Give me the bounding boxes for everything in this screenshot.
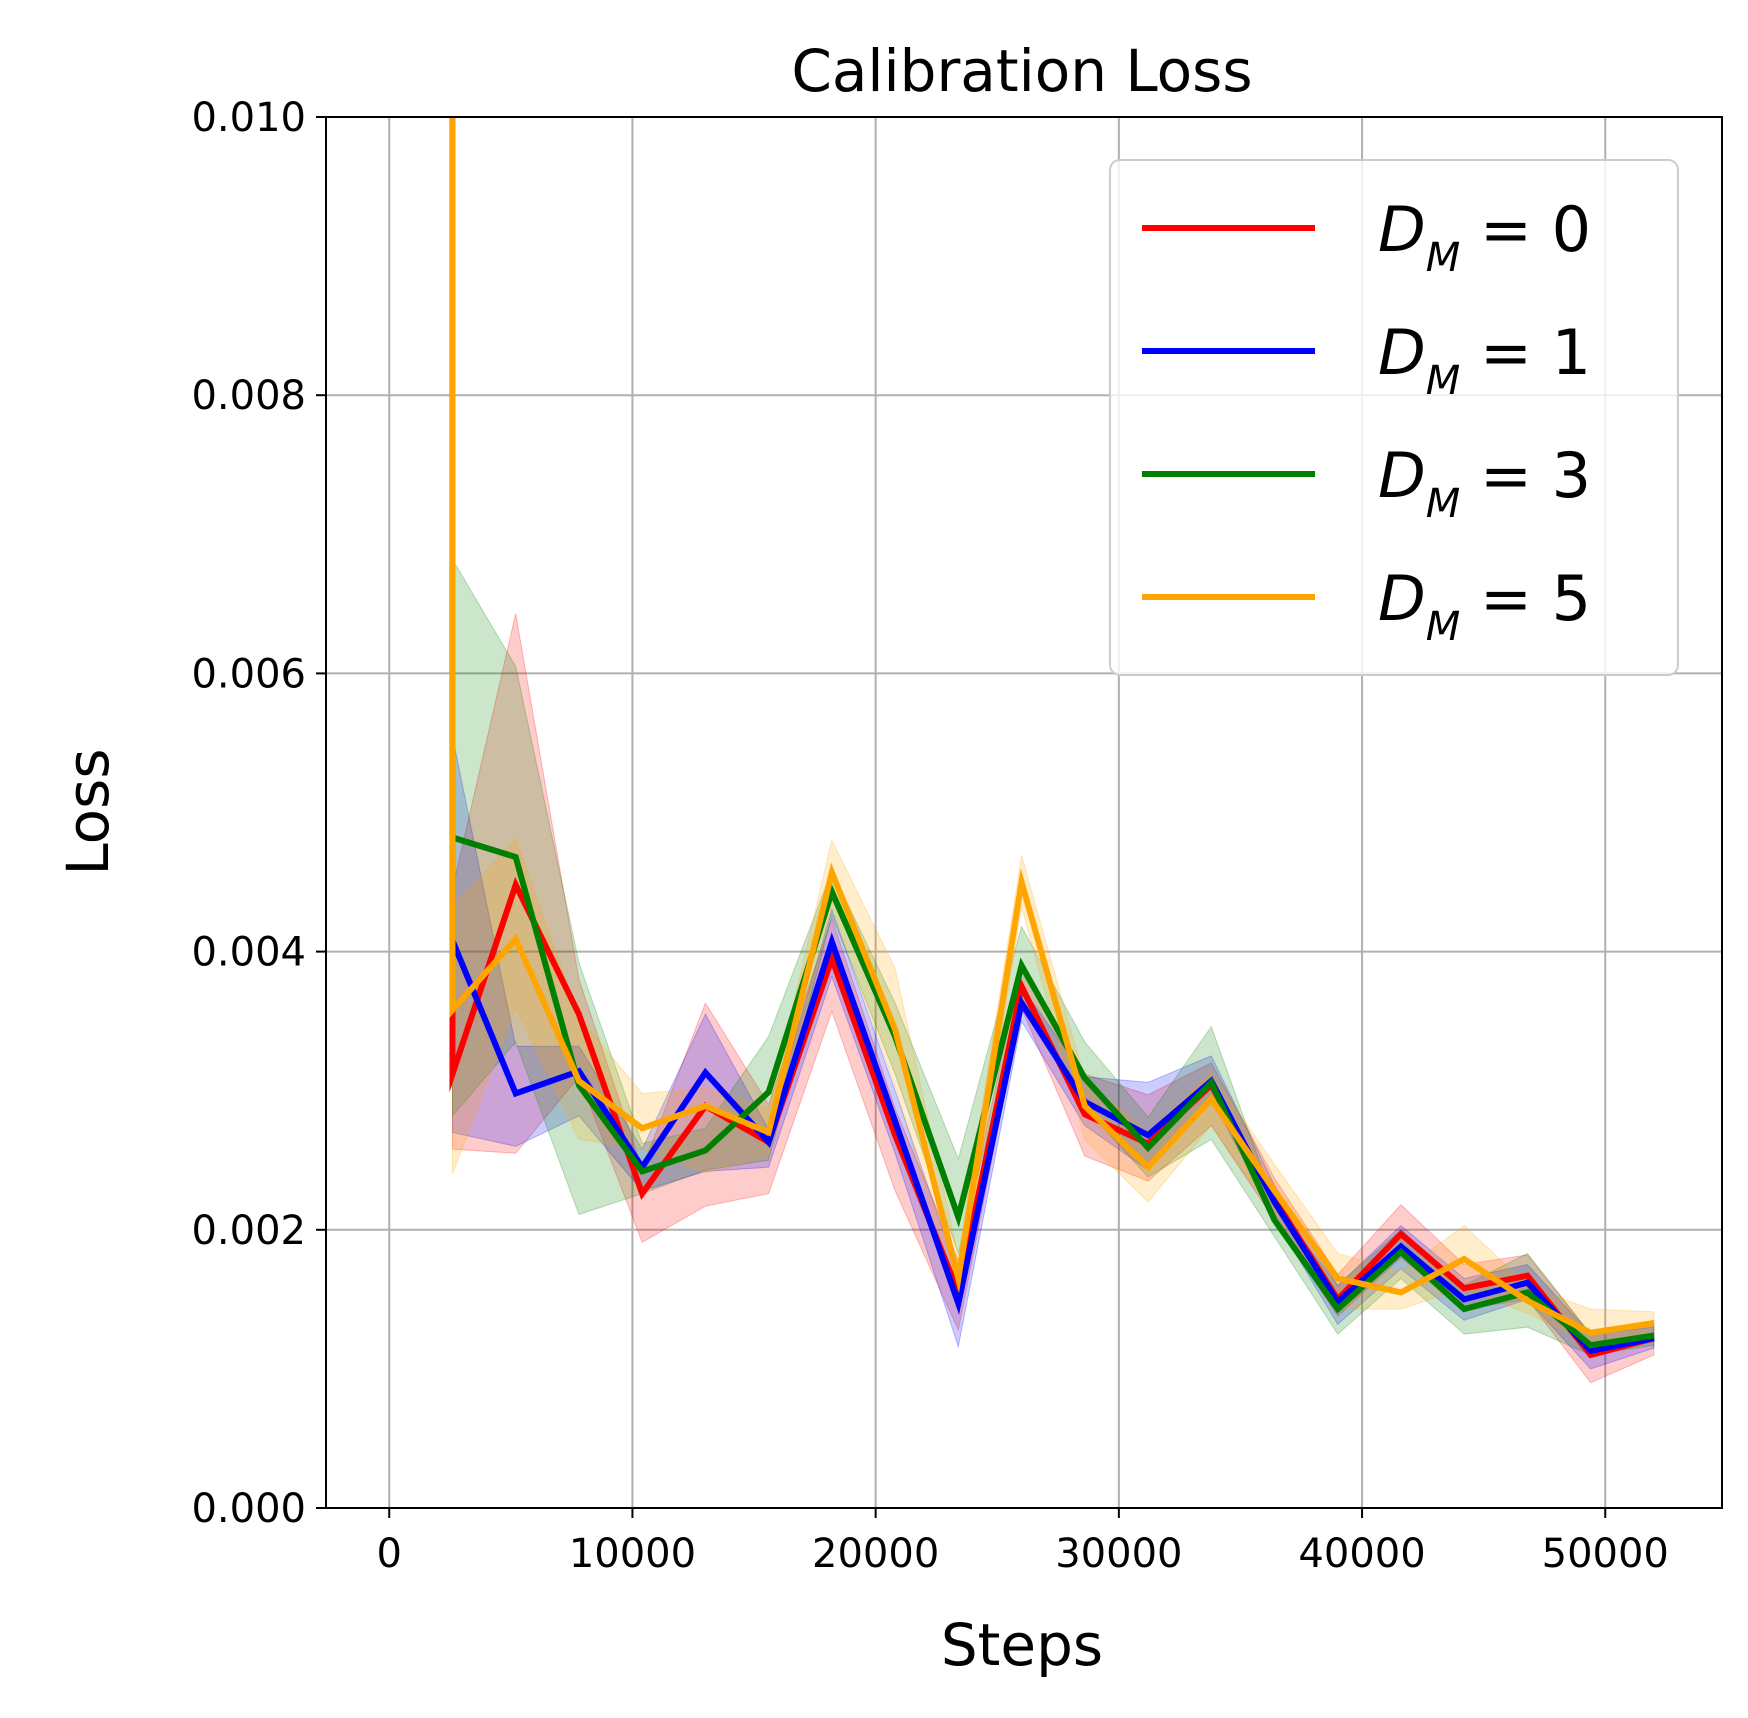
y-tick-label: 0.010 — [191, 95, 306, 141]
x-tick-label: 0 — [377, 1531, 402, 1577]
chart-title: Calibration Loss — [791, 37, 1252, 105]
x-axis: 0 10000 20000 30000 40000 50000 — [377, 1508, 1669, 1577]
y-tick-label: 0.002 — [191, 1208, 306, 1254]
legend-label-d-m-5: DM = 5 — [1378, 562, 1591, 650]
y-tick-label: 0.006 — [191, 651, 306, 697]
band-d-m-0 — [451, 613, 1655, 1384]
plot-frame — [325, 116, 1723, 1509]
y-tick-label: 0.000 — [191, 1486, 306, 1532]
x-tick-label: 10000 — [569, 1531, 696, 1577]
y-tick-label: 0.008 — [191, 373, 306, 419]
band-d-m-3 — [451, 557, 1655, 1356]
x-tick-label: 40000 — [1298, 1531, 1425, 1577]
legend-label-d-m-1: DM = 1 — [1378, 316, 1591, 404]
y-tick-label: 0.004 — [191, 930, 306, 976]
x-axis-label: Steps — [941, 1611, 1103, 1679]
x-tick-label: 20000 — [812, 1531, 939, 1577]
series-lines — [449, 117, 1655, 1359]
legend: DM = 0 DM = 1 DM = 3 DM = 5 — [1109, 159, 1679, 676]
y-axis: 0.000 0.002 0.004 0.006 0.008 0.010 — [191, 95, 326, 1532]
y-axis-label: Loss — [54, 748, 122, 875]
legend-label-d-m-0: DM = 0 — [1378, 193, 1591, 281]
x-tick-label: 30000 — [1055, 1531, 1182, 1577]
legend-box — [1109, 159, 1679, 676]
legend-label-d-m-3: DM = 3 — [1378, 439, 1591, 527]
x-tick-label: 50000 — [1542, 1531, 1669, 1577]
line-d-m-5 — [449, 117, 1655, 1336]
line-d-m-3 — [449, 117, 1655, 1349]
line-d-m-1 — [449, 117, 1655, 1355]
